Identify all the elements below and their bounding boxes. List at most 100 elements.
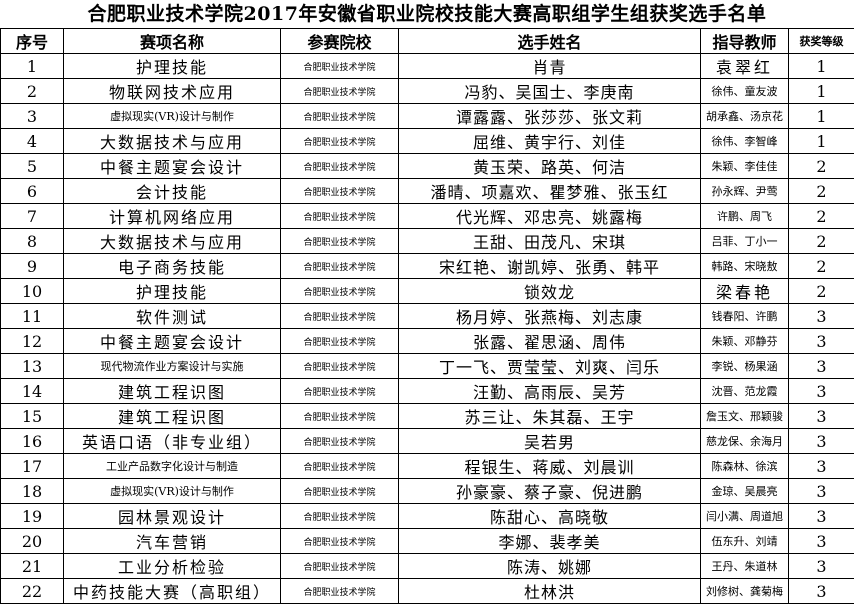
cell-teachers: 金琼、吴晨亮 [701,479,789,504]
cell-event: 中餐主题宴会设计 [64,154,281,179]
cell-teachers: 吕菲、丁小一 [701,229,789,254]
cell-no: 8 [1,229,64,254]
cell-no: 18 [1,479,64,504]
cell-students: 谭露露、张莎莎、张文莉 [399,104,701,129]
cell-students: 宋红艳、谢凯婷、张勇、韩平 [399,254,701,279]
cell-level: 3 [789,554,854,579]
cell-teachers: 梁春艳 [701,279,789,304]
cell-level: 2 [789,279,854,304]
cell-no: 19 [1,504,64,529]
cell-school: 合肥职业技术学院 [281,229,399,254]
cell-event: 虚拟现实(VR)设计与制作 [64,479,281,504]
cell-event: 汽车营销 [64,529,281,554]
cell-no: 6 [1,179,64,204]
cell-no: 3 [1,104,64,129]
header-row: 序号 赛项名称 参赛院校 选手姓名 指导教师 获奖等级 [1,29,854,54]
cell-event: 大数据技术与应用 [64,229,281,254]
cell-teachers: 孙永辉、尹莺 [701,179,789,204]
cell-level: 1 [789,129,854,154]
cell-students: 陈涛、姚娜 [399,554,701,579]
cell-school: 合肥职业技术学院 [281,254,399,279]
header-students: 选手姓名 [399,29,701,54]
cell-level: 3 [789,504,854,529]
header-school: 参赛院校 [281,29,399,54]
cell-students: 杨月婷、张燕梅、刘志康 [399,304,701,329]
cell-event: 电子商务技能 [64,254,281,279]
cell-school: 合肥职业技术学院 [281,304,399,329]
cell-school: 合肥职业技术学院 [281,354,399,379]
cell-school: 合肥职业技术学院 [281,79,399,104]
cell-school: 合肥职业技术学院 [281,279,399,304]
cell-level: 3 [789,529,854,554]
cell-no: 15 [1,404,64,429]
header-teachers: 指导教师 [701,29,789,54]
cell-school: 合肥职业技术学院 [281,204,399,229]
cell-no: 21 [1,554,64,579]
cell-teachers: 许鹏、周飞 [701,204,789,229]
cell-students: 冯豹、吴国士、李庚南 [399,79,701,104]
cell-no: 14 [1,379,64,404]
cell-event: 工业分析检验 [64,554,281,579]
cell-no: 22 [1,579,64,604]
cell-students: 潘晴、项嘉欢、瞿梦雅、张玉红 [399,179,701,204]
document-title: 合肥职业技术学院2017年安徽省职业院校技能大赛高职组学生组获奖选手名单 [0,0,854,28]
cell-level: 3 [789,579,854,604]
cell-school: 合肥职业技术学院 [281,554,399,579]
cell-students: 丁一飞、贾莹莹、刘爽、闫乐 [399,354,701,379]
cell-students: 屈维、黄宇行、刘佳 [399,129,701,154]
cell-level: 2 [789,254,854,279]
cell-event: 现代物流作业方案设计与实施 [64,354,281,379]
cell-level: 2 [789,204,854,229]
cell-event: 护理技能 [64,279,281,304]
cell-no: 11 [1,304,64,329]
cell-level: 3 [789,404,854,429]
cell-no: 16 [1,429,64,454]
cell-event: 计算机网络应用 [64,204,281,229]
cell-teachers: 刘修树、龚菊梅 [701,579,789,604]
cell-teachers: 徐伟、童友波 [701,79,789,104]
cell-event: 园林景观设计 [64,504,281,529]
cell-level: 2 [789,229,854,254]
cell-no: 9 [1,254,64,279]
cell-event: 建筑工程识图 [64,404,281,429]
cell-school: 合肥职业技术学院 [281,154,399,179]
cell-event: 中餐主题宴会设计 [64,329,281,354]
cell-event: 大数据技术与应用 [64,129,281,154]
cell-teachers: 沈晋、范龙霞 [701,379,789,404]
cell-school: 合肥职业技术学院 [281,54,399,79]
cell-students: 黄玉荣、路英、何洁 [399,154,701,179]
cell-school: 合肥职业技术学院 [281,454,399,479]
cell-school: 合肥职业技术学院 [281,479,399,504]
cell-no: 20 [1,529,64,554]
cell-teachers: 王丹、朱道林 [701,554,789,579]
cell-teachers: 徐伟、李智峰 [701,129,789,154]
cell-level: 3 [789,379,854,404]
cell-event: 物联网技术应用 [64,79,281,104]
cell-event: 建筑工程识图 [64,379,281,404]
cell-event: 软件测试 [64,304,281,329]
cell-no: 10 [1,279,64,304]
cell-teachers: 朱颖、邓静芬 [701,329,789,354]
cell-event: 中药技能大赛（高职组） [64,579,281,604]
cell-teachers: 韩路、宋晓敖 [701,254,789,279]
cell-event: 虚拟现实(VR)设计与制作 [64,104,281,129]
cell-event: 英语口语（非专业组） [64,429,281,454]
cell-students: 孙豪豪、蔡子豪、倪进鹏 [399,479,701,504]
cell-no: 1 [1,54,64,79]
